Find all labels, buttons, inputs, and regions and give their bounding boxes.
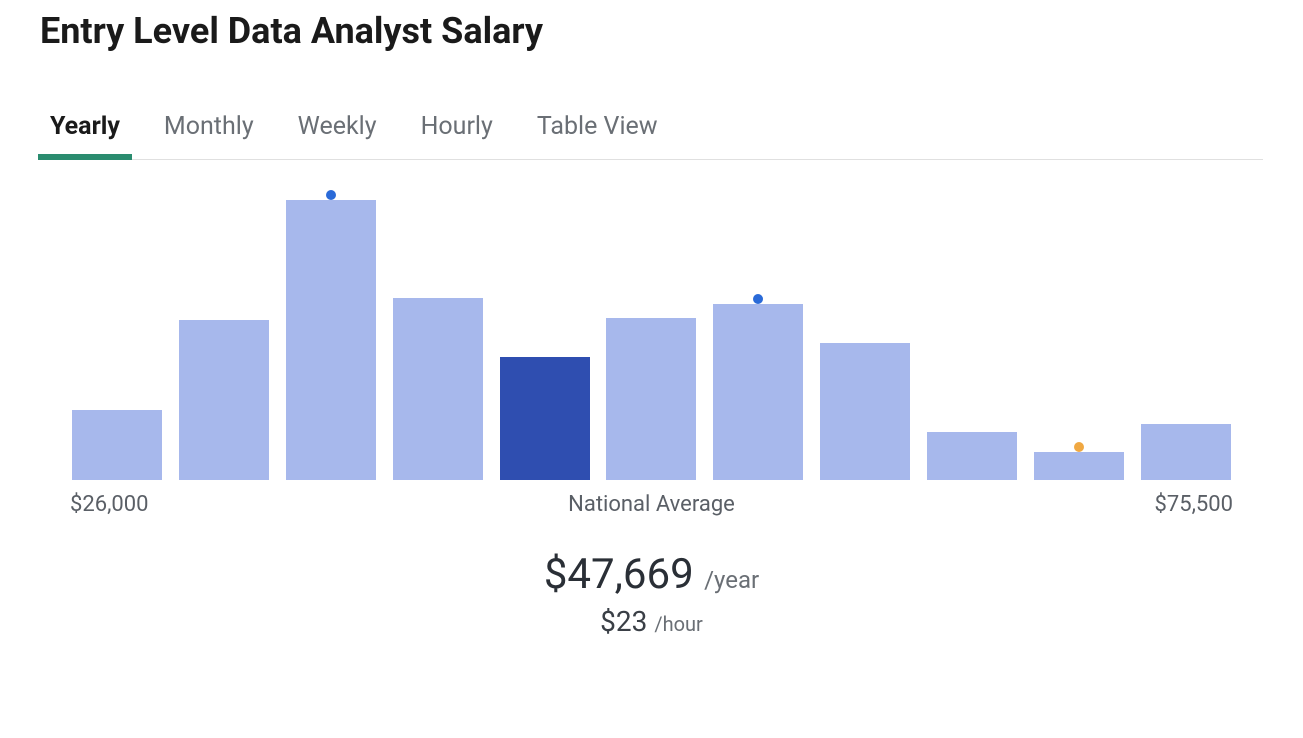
bar[interactable] — [820, 343, 910, 480]
bar[interactable] — [927, 432, 1017, 480]
axis-labels: $26,000 National Average $75,500 — [60, 480, 1243, 517]
bar[interactable] — [393, 298, 483, 480]
bar[interactable] — [1034, 452, 1124, 480]
bar-wrap — [177, 200, 272, 480]
bar-wrap — [284, 200, 379, 480]
tab-monthly[interactable]: Monthly — [164, 112, 254, 159]
summary-hourly: $23 /hour — [40, 605, 1263, 638]
chart-marker — [1074, 442, 1084, 452]
tab-yearly[interactable]: Yearly — [50, 112, 120, 159]
bars-container — [60, 200, 1243, 480]
bar-wrap — [1031, 200, 1126, 480]
chart-marker — [326, 190, 336, 200]
tab-weekly[interactable]: Weekly — [298, 112, 377, 159]
bar-wrap — [604, 200, 699, 480]
salary-summary: $47,669 /year $23 /hour — [40, 550, 1263, 638]
chart-marker — [753, 294, 763, 304]
bar[interactable] — [179, 320, 269, 480]
bar-wrap — [390, 200, 485, 480]
bar[interactable] — [286, 200, 376, 480]
bar[interactable] — [72, 410, 162, 480]
tabs-container: Yearly Monthly Weekly Hourly Table View — [40, 112, 1263, 160]
summary-hourly-value: $23 — [600, 605, 647, 638]
axis-min-label: $26,000 — [70, 492, 210, 517]
summary-hourly-unit: /hour — [654, 612, 702, 636]
bar-wrap — [1138, 200, 1233, 480]
summary-yearly: $47,669 /year — [40, 550, 1263, 599]
summary-yearly-value: $47,669 — [544, 550, 694, 599]
bar-wrap — [818, 200, 913, 480]
bar-wrap — [70, 200, 165, 480]
salary-histogram: $26,000 National Average $75,500 — [40, 200, 1263, 540]
bar[interactable] — [1141, 424, 1231, 480]
bar-wrap — [925, 200, 1020, 480]
axis-max-label: $75,500 — [1093, 492, 1233, 517]
axis-center-label: National Average — [210, 492, 1093, 517]
tab-hourly[interactable]: Hourly — [421, 112, 493, 159]
bar[interactable] — [606, 318, 696, 480]
summary-yearly-unit: /year — [704, 566, 759, 594]
bar-wrap — [497, 200, 592, 480]
bar-wrap — [711, 200, 806, 480]
page-title: Entry Level Data Analyst Salary — [40, 10, 1263, 52]
bar[interactable] — [713, 304, 803, 480]
bar-highlight[interactable] — [500, 357, 590, 480]
tab-table-view[interactable]: Table View — [537, 112, 658, 159]
